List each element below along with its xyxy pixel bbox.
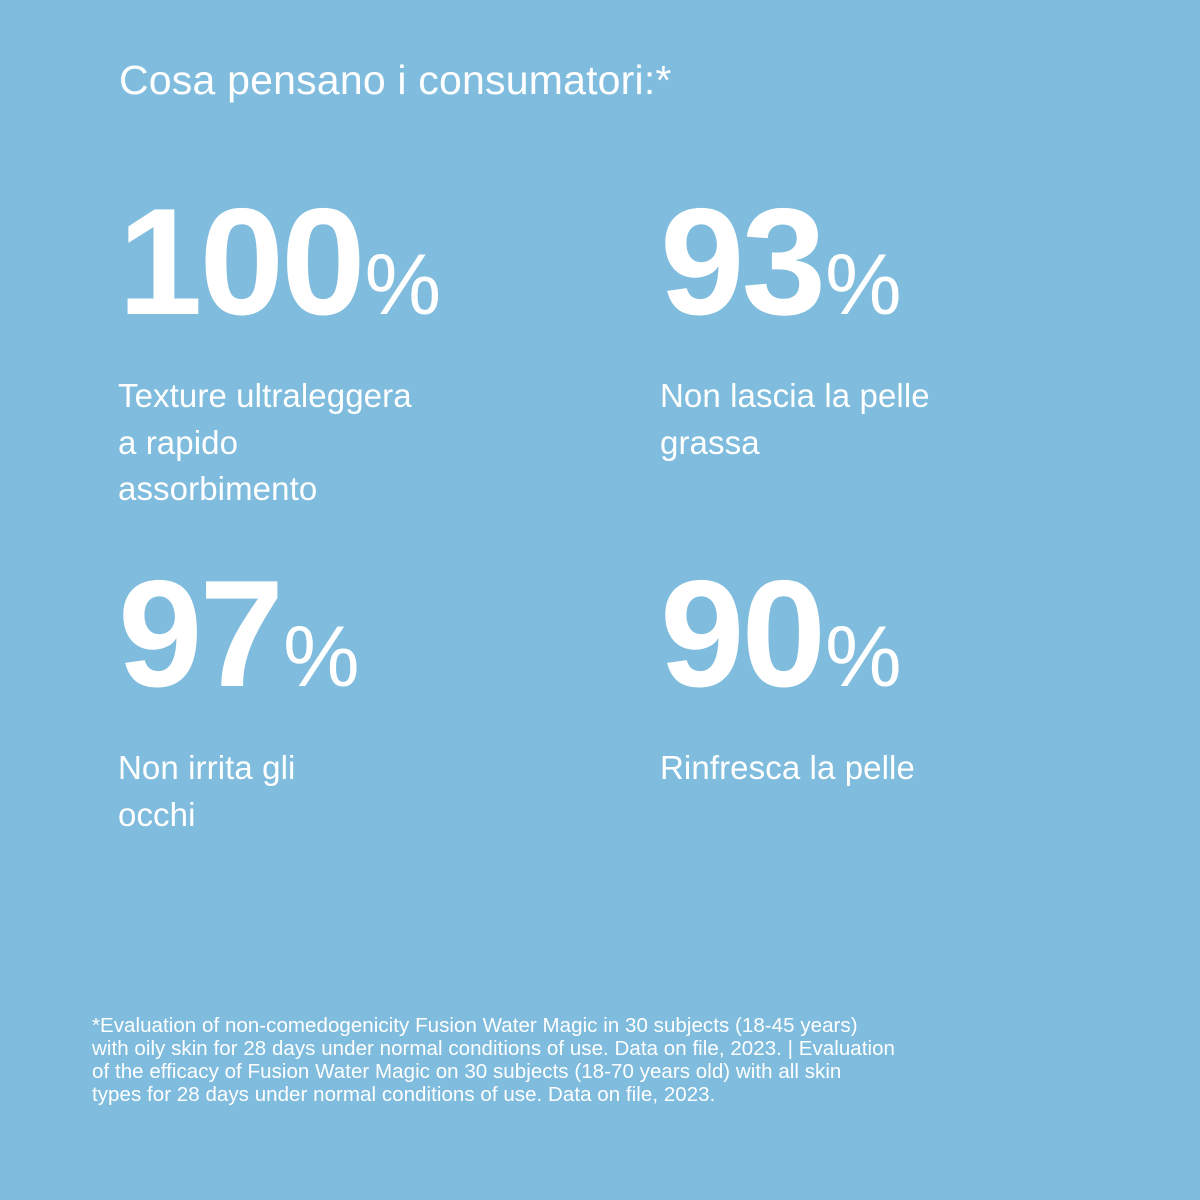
percent-symbol: %	[283, 609, 359, 705]
stat-value: 97 %	[118, 549, 660, 719]
stat-label: Non lascia la pelle grassa	[660, 376, 930, 461]
footnote-line: with oily skin for 28 days under normal …	[92, 1036, 895, 1060]
percent-symbol: %	[825, 237, 901, 333]
stat-label: Rinfresca la pelle	[660, 748, 915, 786]
stat-value: 100 %	[118, 177, 660, 347]
stat-card-97: 97 % Non irrita gli occhi	[118, 549, 660, 838]
stat-value: 90 %	[660, 549, 1200, 719]
stats-grid: 100 % Texture ultraleggera a rapido asso…	[0, 177, 1200, 838]
percent-symbol: %	[825, 609, 901, 705]
stat-number: 100	[118, 177, 366, 347]
percent-symbol: %	[364, 237, 441, 333]
footnote-line: types for 28 days under normal condition…	[92, 1082, 716, 1106]
page-title: Cosa pensano i consumatori:*	[119, 57, 672, 103]
stat-card-93: 93 % Non lascia la pelle grassa	[660, 177, 1200, 568]
stat-card-90: 90 % Rinfresca la pelle	[660, 549, 1200, 838]
stat-label: Texture ultraleggera a rapido assorbimen…	[118, 376, 412, 508]
footnote-line: *Evaluation of non-comedogenicity Fusion…	[92, 1014, 858, 1037]
stat-value: 93 %	[660, 177, 1200, 347]
footnote: *Evaluation of non-comedogenicity Fusion…	[92, 1014, 1152, 1107]
footnote-line: of the efficacy of Fusion Water Magic on…	[92, 1059, 842, 1083]
stat-number: 93	[660, 177, 826, 347]
stat-number: 90	[660, 549, 826, 719]
stat-number: 97	[118, 549, 284, 719]
stat-card-100: 100 % Texture ultraleggera a rapido asso…	[118, 177, 660, 568]
stat-label: Non irrita gli occhi	[118, 748, 296, 833]
